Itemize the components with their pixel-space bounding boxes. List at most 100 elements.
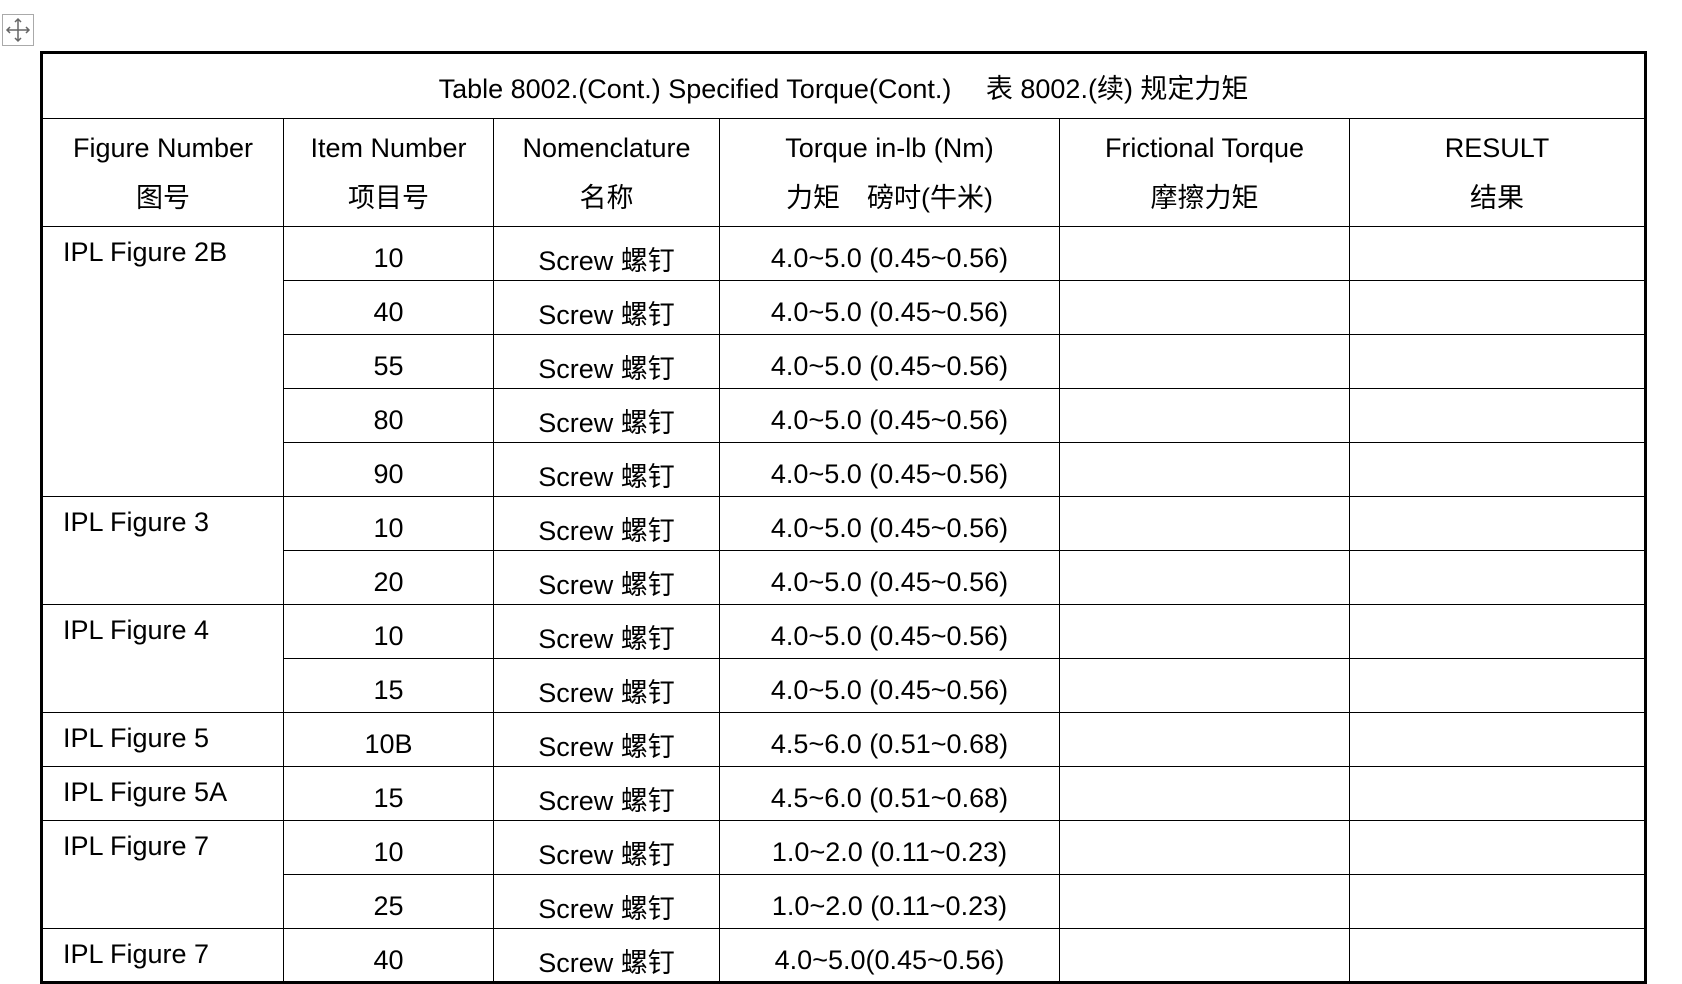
page: {"table":{"title":"Table 8002.(Cont.) Sp… [2, 14, 1648, 984]
header-text: 结果 [1470, 182, 1525, 213]
table-body: Table 8002.(Cont.) Specified Torque(Cont… [40, 52, 1647, 983]
header-row: Figure Number 图号 Item Number 项目号 Nomenclatur… [41, 118, 1647, 227]
item-cell: 25 [283, 874, 494, 929]
item-cell: 15 [283, 766, 494, 821]
torque-cell: 4.0~5.0 (0.45~0.56) [719, 496, 1060, 551]
torque-cell: 4.5~6.0 (0.51~0.68) [719, 712, 1060, 767]
figure-cell: IPL Figure 5A [41, 766, 284, 821]
frictional-torque-cell [1059, 334, 1350, 389]
header-cell: Nomenclature 名称 [493, 118, 720, 227]
result-cell [1348, 280, 1647, 335]
data-row: 20 Screw 螺钉 4.0~5.0 (0.45~0.56) [42, 550, 1647, 605]
item-cell: 10 [283, 820, 494, 875]
item-cell: 20 [283, 550, 494, 605]
header-text: Frictional Torque [1104, 132, 1305, 163]
frictional-torque-cell [1059, 604, 1350, 659]
data-row: 25 Screw 螺钉 1.0~2.0 (0.11~0.23) [42, 874, 1647, 929]
torque-cell: 4.0~5.0 (0.45~0.56) [719, 334, 1060, 389]
frictional-torque-cell [1059, 550, 1350, 605]
torque-cell: 4.0~5.0 (0.45~0.56) [719, 226, 1060, 281]
data-row: IPL Figure 7 10 Screw 螺钉 1.0~2.0 (0.11~0.23… [41, 820, 1647, 929]
frictional-torque-cell [1059, 496, 1350, 551]
item-cell: 10B [283, 712, 494, 767]
figure-cell: IPL Figure 7 [41, 928, 284, 983]
header-cell: Item Number 项目号 [283, 118, 494, 227]
item-cell: 55 [283, 334, 494, 389]
header-cell: Frictional Torque 摩擦力矩 [1059, 118, 1350, 227]
item-cell: 10 [283, 496, 494, 551]
data-row: 15 Screw 螺钉 4.0~5.0 (0.45~0.56) [42, 658, 1647, 713]
frictional-torque-cell [1059, 820, 1350, 875]
item-cell: 40 [283, 280, 494, 335]
nomenclature-cell: Screw 螺钉 [493, 226, 720, 281]
header-text: 图号 [136, 182, 190, 213]
torque-cell: 1.0~2.0 (0.11~0.23) [719, 874, 1060, 929]
nomenclature-cell: Screw 螺钉 [493, 928, 720, 983]
header-text: Nomenclature [522, 132, 691, 163]
torque-cell: 4.0~5.0 (0.45~0.56) [719, 658, 1060, 713]
nomenclature-cell: Screw 螺钉 [493, 442, 720, 497]
header-cell: Figure Number 图号 [41, 118, 284, 227]
result-cell [1348, 874, 1647, 929]
figure-cell: IPL Figure 2B [41, 226, 284, 497]
result-cell [1348, 334, 1647, 389]
result-cell [1348, 550, 1647, 605]
frictional-torque-cell [1059, 712, 1350, 767]
item-cell: 80 [283, 388, 494, 443]
nomenclature-cell: Screw 螺钉 [493, 280, 720, 335]
nomenclature-cell: Screw 螺钉 [493, 658, 720, 713]
frictional-torque-cell [1059, 442, 1350, 497]
header-text: RESULT [1444, 132, 1550, 163]
header-text: Torque in-lb (Nm) [785, 132, 994, 163]
data-row: IPL Figure 2B 10 Screw 螺钉 4.0~5.0 (0.45~0.5… [41, 226, 1647, 497]
item-cell: 90 [283, 442, 494, 497]
figure-cell: IPL Figure 7 [41, 820, 284, 929]
nomenclature-cell: Screw 螺钉 [493, 496, 720, 551]
header-text: Item Number [310, 132, 467, 163]
header-text: Figure Number [72, 132, 254, 163]
data-row: IPL Figure 5 10B Screw 螺钉 4.5~6.0 (0.51~0.6… [41, 712, 1647, 767]
move-handle[interactable] [2, 14, 34, 46]
item-cell: 10 [283, 226, 494, 281]
result-cell [1348, 928, 1647, 983]
nomenclature-cell: Screw 螺钉 [493, 712, 720, 767]
figure-cell: IPL Figure 4 [41, 604, 284, 713]
torque-cell: 4.0~5.0(0.45~0.56) [719, 928, 1060, 983]
frictional-torque-cell [1059, 874, 1350, 929]
header-text: 力矩 磅吋(牛米) [786, 182, 993, 213]
nomenclature-cell: Screw 螺钉 [493, 550, 720, 605]
data-row: IPL Figure 4 10 Screw 螺钉 4.0~5.0 (0.45~0.56… [41, 604, 1647, 713]
header-text: 摩擦力矩 [1150, 182, 1259, 213]
nomenclature-cell: Screw 螺钉 [493, 766, 720, 821]
nomenclature-cell: Screw 螺钉 [493, 874, 720, 929]
torque-cell: 4.0~5.0 (0.45~0.56) [719, 280, 1060, 335]
frictional-torque-cell [1059, 658, 1350, 713]
data-row: IPL Figure 3 10 Screw 螺钉 4.0~5.0 (0.45~0.56… [41, 496, 1647, 605]
result-cell [1348, 496, 1647, 551]
header-cell: Torque in-lb (Nm) 力矩 磅吋(牛米) [719, 118, 1060, 227]
nomenclature-cell: Screw 螺钉 [493, 334, 720, 389]
figure-cell: IPL Figure 5 [41, 712, 284, 767]
torque-cell: 4.0~5.0 (0.45~0.56) [719, 550, 1060, 605]
torque-table: Table 8002.(Cont.) Specified Torque(Cont… [40, 51, 1648, 984]
header-text: 名称 [579, 182, 634, 213]
result-cell [1348, 712, 1647, 767]
result-cell [1348, 658, 1647, 713]
result-cell [1348, 226, 1647, 281]
data-row: 80 Screw 螺钉 4.0~5.0 (0.45~0.56) [42, 388, 1647, 443]
item-cell: 10 [283, 604, 494, 659]
result-cell [1348, 442, 1647, 497]
torque-cell: 4.0~5.0 (0.45~0.56) [719, 442, 1060, 497]
data-row: IPL Figure 7 40 Screw 螺钉 4.0~5.0(0.45~0.56) [41, 928, 1647, 983]
torque-cell: 4.0~5.0 (0.45~0.56) [719, 388, 1060, 443]
frictional-torque-cell [1059, 388, 1350, 443]
torque-cell: 4.0~5.0 (0.45~0.56) [719, 604, 1060, 659]
torque-cell: 1.0~2.0 (0.11~0.23) [719, 820, 1060, 875]
item-cell: 15 [283, 658, 494, 713]
frictional-torque-cell [1059, 226, 1350, 281]
item-cell: 40 [283, 928, 494, 983]
frictional-torque-cell [1059, 766, 1350, 821]
frictional-torque-cell [1059, 928, 1350, 983]
nomenclature-cell: Screw 螺钉 [493, 388, 720, 443]
result-cell [1348, 820, 1647, 875]
